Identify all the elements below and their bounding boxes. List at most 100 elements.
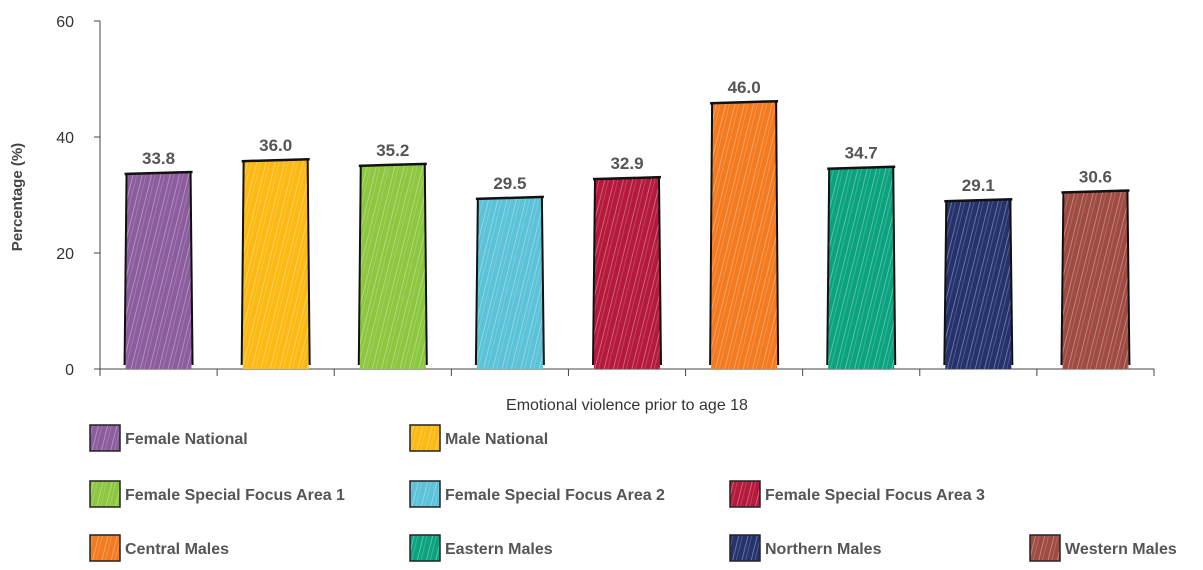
- legend-swatch-outline: [1029, 534, 1061, 562]
- legend-swatch-texture: [90, 481, 120, 507]
- data-label: 35.2: [376, 141, 409, 160]
- legend-item: Western Males: [1029, 534, 1177, 562]
- bar-texture: [242, 160, 309, 369]
- legend-item: Female Special Focus Area 2: [409, 480, 665, 508]
- legend: Female National Male National Female Speci…: [89, 424, 1177, 562]
- legend-label: Eastern Males: [445, 541, 553, 558]
- legend-swatch-texture: [90, 425, 120, 451]
- legend-swatch-outline: [729, 480, 761, 508]
- bar-left-stroke: [826, 167, 831, 366]
- legend-swatch-texture: [410, 425, 440, 451]
- bar-texture: [711, 102, 778, 369]
- bar-top-stroke: [475, 195, 544, 201]
- legend-swatch-outline: [89, 480, 121, 508]
- legend-swatch-outline: [409, 424, 441, 452]
- bar-top-stroke: [358, 162, 427, 168]
- legend-label: Female Special Focus Area 2: [445, 487, 665, 504]
- data-label: 30.6: [1079, 168, 1112, 187]
- bar-top-stroke: [124, 170, 193, 176]
- legend-label: Northern Males: [765, 541, 882, 558]
- bar: [709, 99, 780, 369]
- legend-label: Female Special Focus Area 1: [125, 487, 345, 504]
- data-label: 29.5: [493, 174, 526, 193]
- bar-top-stroke: [241, 157, 310, 163]
- bar-top-stroke: [710, 99, 779, 105]
- bar-texture: [1062, 191, 1129, 369]
- legend-label: Western Males: [1065, 541, 1177, 558]
- bar-left-stroke: [123, 172, 128, 366]
- bar-left-stroke: [240, 160, 245, 366]
- legend-label: Central Males: [125, 541, 229, 558]
- bar-right-stroke: [423, 164, 428, 366]
- bar-right-stroke: [306, 160, 311, 366]
- y-tick-label: 40: [56, 130, 74, 147]
- data-label: 32.9: [610, 154, 643, 173]
- bar: [240, 157, 311, 369]
- bar-left-stroke: [709, 102, 714, 366]
- y-tick-label: 20: [56, 246, 74, 263]
- bar: [943, 197, 1014, 369]
- bar-right-stroke: [189, 172, 194, 366]
- bar: [1060, 189, 1131, 369]
- legend-item: Northern Males: [729, 534, 882, 562]
- legend-item: Female Special Focus Area 1: [89, 480, 345, 508]
- bar: [357, 162, 428, 369]
- legend-swatch-outline: [729, 534, 761, 562]
- y-ticks: 0 20 40 60: [56, 14, 100, 379]
- bar: [474, 195, 545, 369]
- y-tick-label: 60: [56, 14, 74, 31]
- bar-right-stroke: [892, 167, 897, 366]
- legend-swatch-texture: [730, 481, 760, 507]
- x-ticks: [99, 369, 1155, 376]
- bar-right-stroke: [540, 197, 545, 366]
- bar: [592, 175, 662, 369]
- y-tick-label: 0: [65, 362, 74, 379]
- legend-swatch-texture: [730, 535, 760, 561]
- bar-texture: [359, 164, 426, 369]
- bar-top-stroke: [592, 175, 662, 181]
- bars: [123, 99, 1131, 369]
- legend-swatch-outline: [89, 424, 121, 452]
- bar-right-stroke: [1009, 200, 1014, 366]
- legend-label: Female Special Focus Area 3: [765, 487, 985, 504]
- bar-left-stroke: [1060, 191, 1065, 366]
- legend-item: Eastern Males: [409, 534, 553, 562]
- legend-item: Male National: [409, 424, 548, 452]
- legend-label: Male National: [445, 431, 548, 448]
- bar-texture: [828, 167, 895, 369]
- bar-top-stroke: [1061, 189, 1130, 194]
- legend-swatch-texture: [410, 535, 440, 561]
- legend-swatch-texture: [1030, 535, 1060, 561]
- bar-left-stroke: [357, 164, 362, 366]
- legend-swatch-texture: [90, 535, 120, 561]
- data-label: 33.8: [142, 149, 175, 168]
- legend-swatch-outline: [409, 534, 441, 562]
- legend-swatch-outline: [409, 480, 441, 508]
- legend-item: Female Special Focus Area 3: [729, 480, 985, 508]
- data-label: 34.7: [845, 144, 878, 163]
- legend-item: Female National: [89, 424, 248, 452]
- data-label: 46.0: [728, 78, 761, 97]
- bar-right-stroke: [1126, 191, 1131, 366]
- legend-item: Central Males: [89, 534, 229, 562]
- bar-top-stroke: [827, 165, 896, 170]
- bar-left-stroke: [592, 178, 596, 366]
- value-labels: 33.8 36.0 35.2 29.5 32.9 46.0 34.7 29.1 30.6: [142, 78, 1112, 195]
- bar-left-stroke: [474, 197, 479, 366]
- legend-label: Female National: [125, 431, 248, 448]
- data-label: 36.0: [259, 136, 292, 155]
- bar-texture: [476, 197, 543, 369]
- bar-right-stroke: [658, 178, 662, 366]
- data-label: 29.1: [962, 176, 995, 195]
- bar-texture: [945, 200, 1012, 369]
- bar-texture: [594, 178, 660, 369]
- bar: [123, 170, 194, 369]
- bar: [826, 165, 897, 369]
- bar-left-stroke: [943, 200, 948, 366]
- y-axis-title: Percentage (%): [9, 143, 26, 251]
- x-axis-title: Emotional violence prior to age 18: [506, 397, 748, 414]
- legend-swatch-texture: [410, 481, 440, 507]
- bar-texture: [125, 172, 192, 369]
- legend-swatch-outline: [89, 534, 121, 562]
